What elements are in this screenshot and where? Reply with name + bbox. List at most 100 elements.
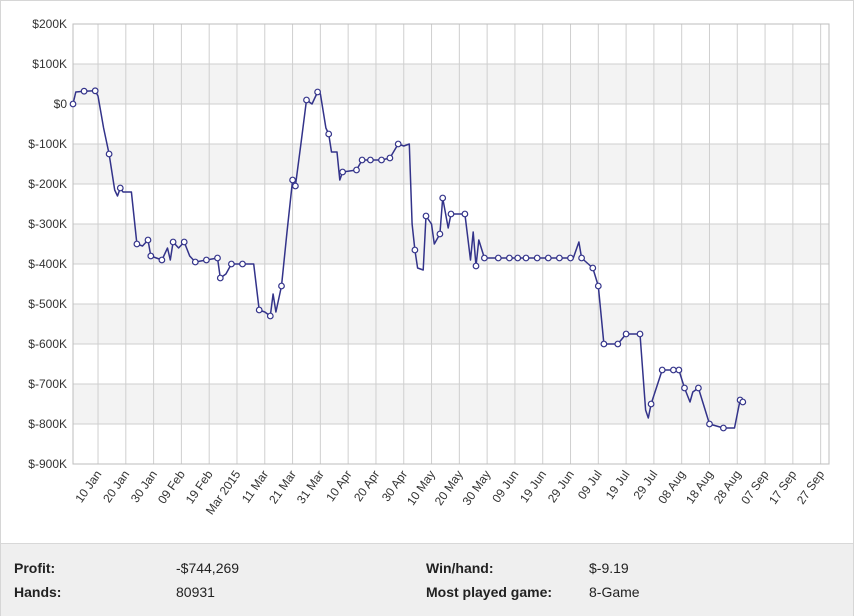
data-point: [266, 312, 274, 320]
x-tick-label: 21 Mar: [266, 468, 299, 507]
data-point: [494, 254, 502, 262]
x-tick-label: 20 Jan: [100, 468, 132, 506]
data-point: [600, 340, 608, 348]
x-tick-label: 30 May: [460, 468, 494, 508]
data-point: [514, 254, 522, 262]
y-tick-label: $0: [54, 97, 68, 111]
data-point: [481, 254, 488, 262]
x-tick-label: 19 Jul: [603, 468, 633, 502]
x-tick-label: 19 Jun: [517, 468, 549, 506]
y-tick-label: $-700K: [28, 377, 67, 391]
data-point: [289, 176, 297, 184]
data-point: [739, 398, 747, 406]
data-point: [91, 87, 99, 95]
y-tick-label: $-400K: [28, 257, 67, 271]
data-point: [567, 254, 574, 262]
x-tick-label: 20 Apr: [351, 468, 382, 504]
x-tick-label: 17 Sep: [766, 467, 799, 506]
data-point: [589, 264, 597, 272]
data-point: [614, 340, 622, 348]
data-point: [314, 88, 322, 96]
x-tick-label: 10 Jan: [72, 468, 104, 506]
data-point: [144, 236, 152, 244]
data-point: [439, 194, 447, 202]
data-point: [191, 258, 199, 266]
data-point: [594, 282, 602, 290]
x-tick-label: 27 Sep: [794, 467, 827, 506]
plot-band: [73, 224, 829, 264]
data-point: [69, 100, 77, 108]
data-point: [675, 366, 683, 374]
plot-band: [73, 304, 829, 344]
data-point: [133, 240, 141, 248]
data-point: [544, 254, 552, 262]
data-point: [670, 366, 677, 374]
data-point: [461, 210, 469, 218]
data-point: [636, 330, 644, 338]
x-tick-label: 10 Apr: [323, 468, 354, 504]
data-point: [556, 254, 563, 262]
hands-value: 80931: [176, 584, 215, 600]
plot-band: [73, 104, 829, 144]
plot-band: [73, 384, 829, 424]
x-tick-label: 18 Aug: [683, 468, 716, 507]
y-tick-label: $-600K: [28, 337, 67, 351]
data-point: [255, 306, 263, 314]
data-point: [658, 366, 666, 374]
data-point: [578, 254, 585, 262]
plot-band: [73, 344, 829, 384]
x-tick-label: 07 Sep: [738, 467, 771, 506]
plot-band: [73, 144, 829, 184]
y-tick-label: $200K: [32, 17, 67, 31]
y-axis: $200K $100K $0 $-100K $-200K $-300K $-400K $-50…: [28, 17, 67, 471]
y-tick-label: $-200K: [28, 177, 67, 191]
plot-band: [73, 24, 829, 64]
profit-line: [72, 90, 744, 429]
data-point: [386, 154, 394, 162]
x-tick-label: 29 Jun: [545, 468, 577, 506]
x-tick-label: 09 Feb: [155, 467, 188, 506]
plot-border: [72, 23, 830, 465]
data-point: [720, 424, 727, 432]
y-tick-label: $-800K: [28, 417, 67, 431]
data-point: [303, 96, 310, 104]
data-point: [339, 168, 347, 176]
x-tick-label: 09 Jun: [489, 468, 521, 506]
most-played-value: 8-Game: [589, 584, 640, 600]
data-point: [695, 384, 702, 392]
y-tick-label: $-300K: [28, 217, 67, 231]
data-point: [647, 400, 655, 408]
x-tick-label: 11 Mar: [239, 468, 271, 506]
profit-series: [69, 87, 747, 432]
grid-lines: [72, 23, 830, 465]
plot-band: [73, 264, 829, 304]
data-point: [227, 260, 235, 268]
data-point: [367, 156, 374, 164]
x-tick-label: 28 Aug: [711, 468, 744, 507]
x-tick-label: 09 Jul: [575, 468, 605, 502]
data-point: [116, 184, 124, 192]
profit-line-chart: $200K $100K $0 $-100K $-200K $-300K $-400K $-50…: [28, 17, 830, 517]
data-point: [325, 130, 333, 138]
most-played-label: Most played game:: [426, 584, 553, 600]
data-point: [472, 262, 480, 270]
data-point: [394, 140, 402, 148]
y-tick-label: $-900K: [28, 457, 67, 471]
data-point: [622, 330, 630, 338]
data-point: [411, 246, 419, 254]
data-point: [436, 230, 444, 238]
data-point: [506, 254, 513, 262]
data-point: [378, 156, 385, 164]
y-tick-label: $-100K: [28, 137, 67, 151]
data-point: [681, 384, 688, 392]
data-point: [214, 254, 221, 262]
data-point: [105, 150, 113, 158]
data-point: [533, 254, 541, 262]
y-tick-label: $100K: [32, 57, 67, 71]
data-point: [353, 166, 360, 174]
data-point: [216, 274, 224, 282]
data-point: [292, 182, 299, 190]
plot-band: [73, 424, 829, 464]
data-point: [158, 256, 166, 264]
